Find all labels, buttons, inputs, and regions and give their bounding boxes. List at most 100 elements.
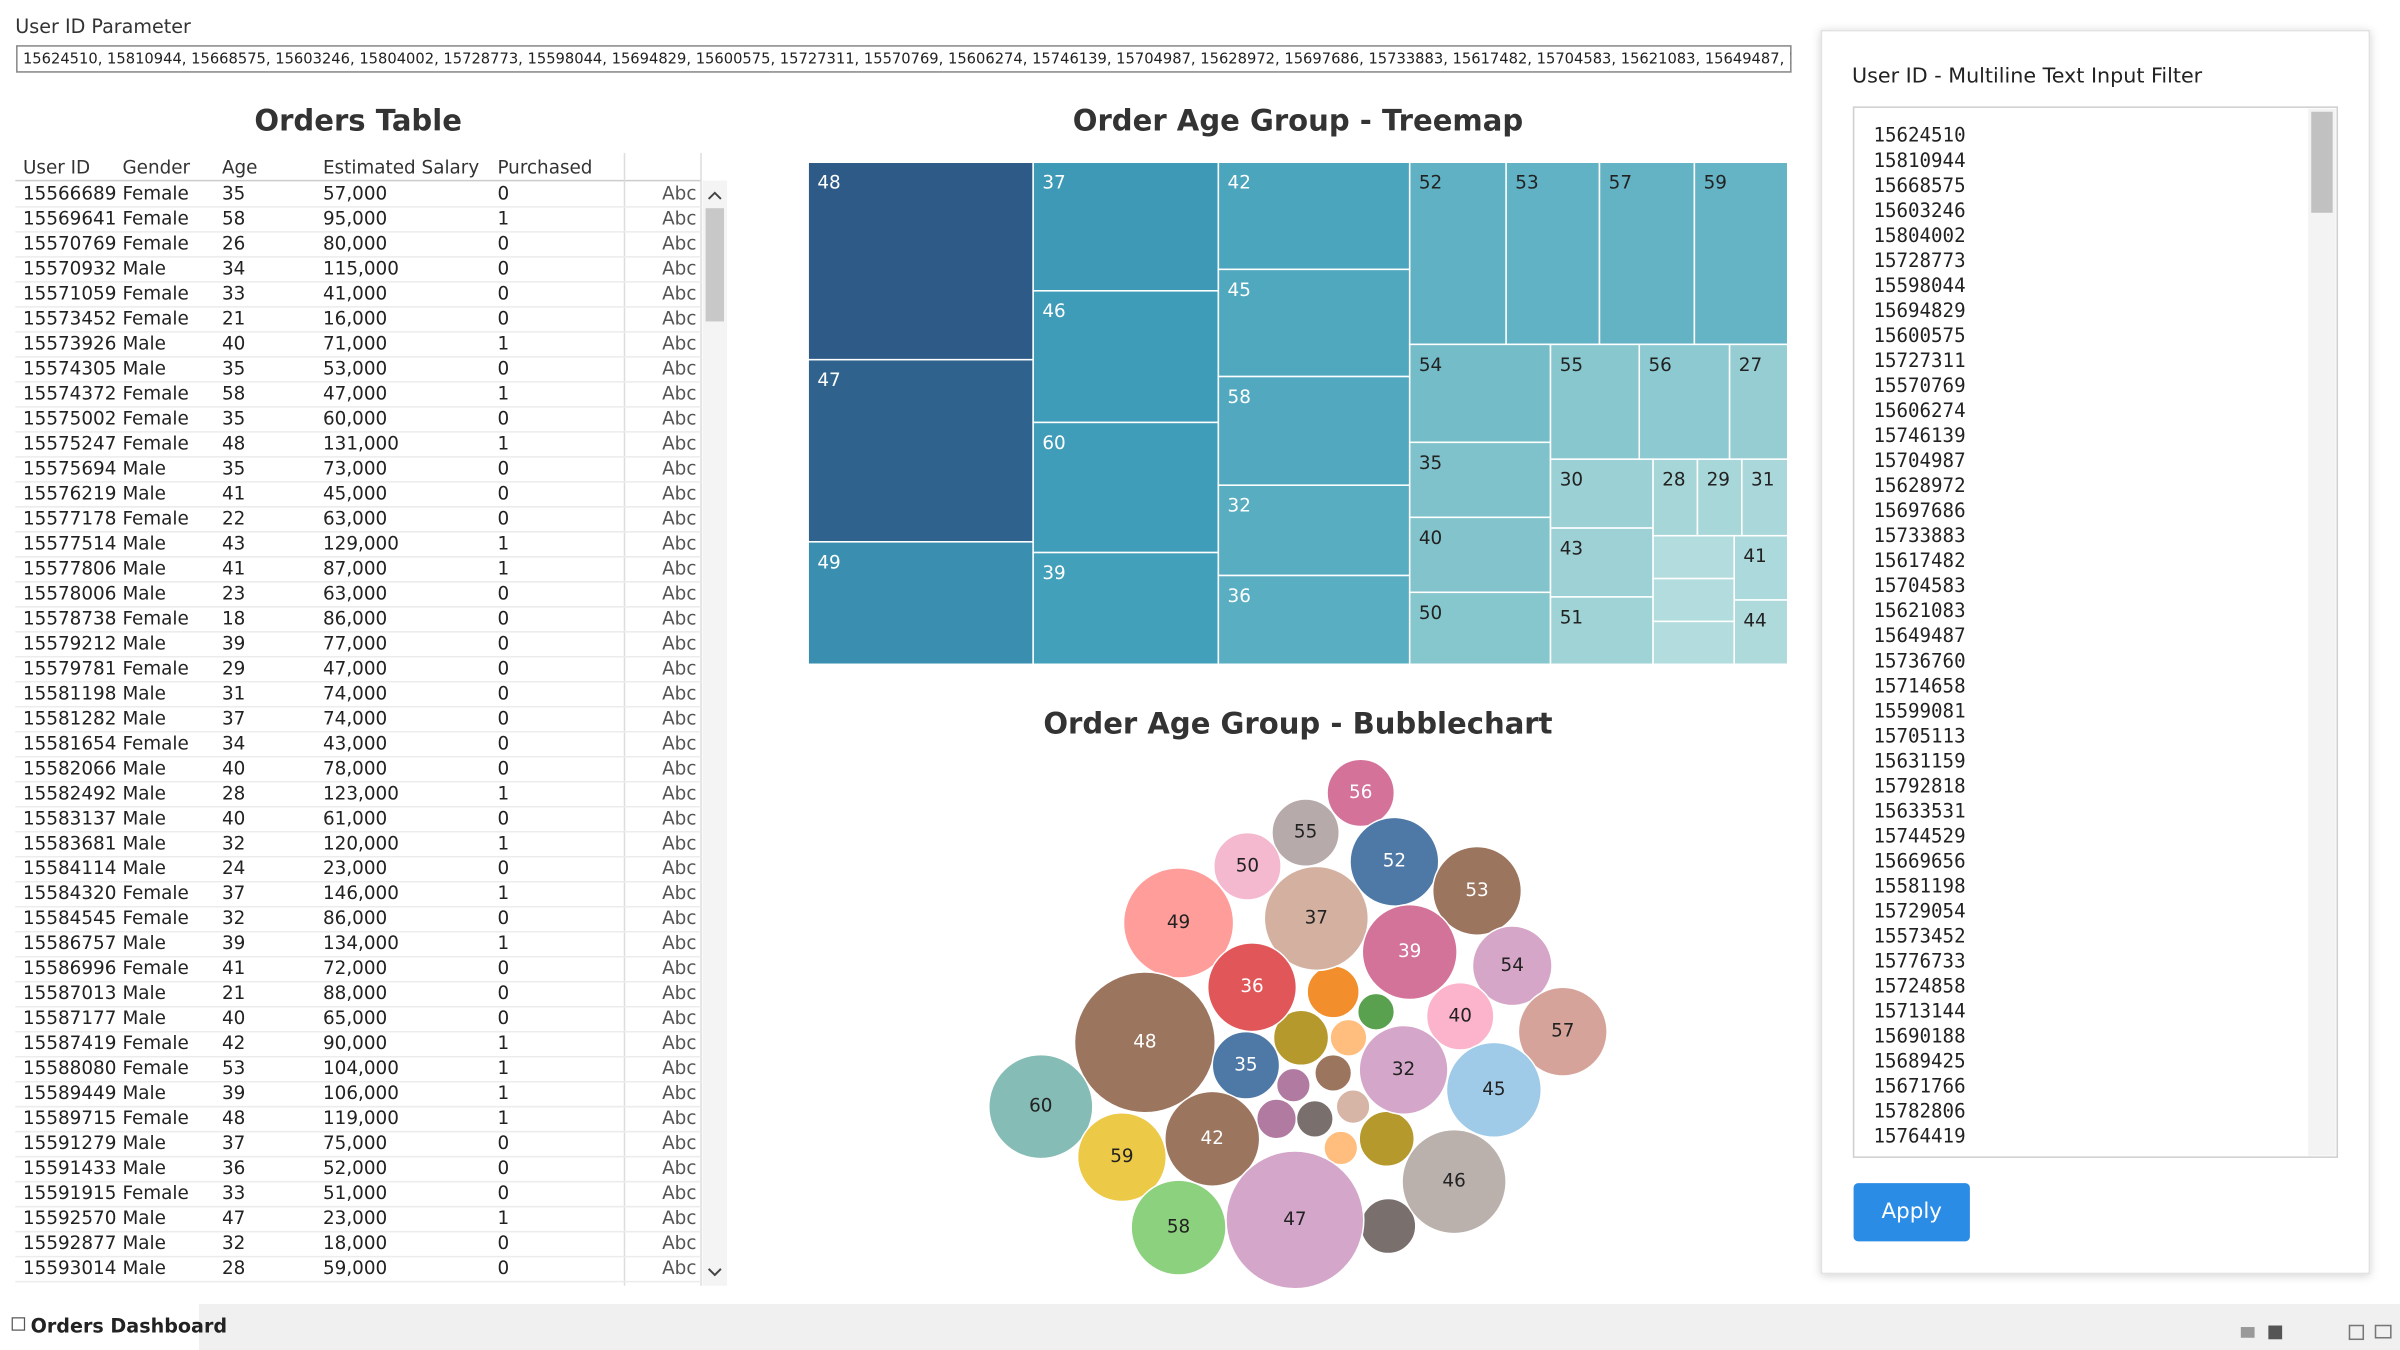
- table-scrollbar[interactable]: [702, 180, 728, 1286]
- table-cell: 15581198: [23, 683, 116, 704]
- treemap-cell[interactable]: [1696, 458, 1743, 537]
- table-cell: 45,000: [323, 483, 387, 504]
- bubble[interactable]: [1445, 1041, 1543, 1139]
- table-cell: 1: [497, 533, 509, 554]
- table-cell: 57,000: [323, 183, 387, 204]
- treemap-cell[interactable]: [1652, 577, 1735, 623]
- table-cell: 15583137: [23, 808, 116, 829]
- apply-button[interactable]: [1853, 1183, 1970, 1242]
- bubble[interactable]: [1306, 965, 1360, 1019]
- treemap-label: 28: [1662, 470, 1685, 491]
- toolbar-icon[interactable]: [2240, 1327, 2255, 1338]
- treemap-cell[interactable]: [1032, 421, 1220, 554]
- toolbar-icon[interactable]: [2374, 1324, 2392, 1339]
- bubble[interactable]: [1349, 816, 1440, 907]
- bubble[interactable]: [1401, 1128, 1507, 1235]
- bubble[interactable]: [1164, 1090, 1261, 1187]
- treemap-cell[interactable]: [807, 161, 1034, 361]
- treemap-cell[interactable]: [1549, 527, 1654, 598]
- treemap-cell[interactable]: [1638, 343, 1731, 460]
- treemap-cell[interactable]: [1408, 343, 1552, 444]
- treemap-cell[interactable]: [1032, 161, 1220, 292]
- table-cell: Abc: [662, 558, 696, 579]
- filter-line: 15736760: [1873, 649, 1965, 672]
- treemap-cell[interactable]: [1408, 161, 1507, 346]
- table-cell: 0: [497, 308, 509, 329]
- textarea-scrollbar[interactable]: [2308, 108, 2336, 1156]
- filter-textarea[interactable]: [1852, 106, 2339, 1158]
- treemap-label: 35: [1419, 453, 1442, 474]
- filter-line: 15689425: [1873, 1050, 1965, 1073]
- treemap-label: 42: [1228, 173, 1251, 194]
- bubble[interactable]: [1326, 758, 1396, 828]
- toolbar-icon[interactable]: [2348, 1324, 2365, 1341]
- scroll-up[interactable]: [707, 191, 722, 200]
- treemap-cell[interactable]: [1217, 484, 1411, 577]
- bubble[interactable]: [1213, 831, 1282, 901]
- bubble[interactable]: [1356, 992, 1396, 1031]
- bubble[interactable]: [1329, 1018, 1368, 1057]
- treemap-cell[interactable]: [1505, 161, 1601, 346]
- treemap-cell[interactable]: [1733, 534, 1789, 601]
- treemap-cell[interactable]: [1549, 458, 1654, 529]
- treemap-cell[interactable]: [1693, 161, 1789, 346]
- treemap-cell[interactable]: [1408, 441, 1552, 519]
- table-cell: Male: [122, 783, 165, 804]
- tab[interactable]: [0, 1304, 199, 1350]
- bubblechart-title: Order Age Group - Bubblechart: [1043, 707, 1552, 741]
- filter-line: 15669656: [1873, 849, 1965, 872]
- tab-label[interactable]: Orders Dashboard: [31, 1315, 227, 1338]
- bubble[interactable]: [1225, 1150, 1365, 1290]
- table-cell: 37: [222, 1133, 245, 1154]
- bubble[interactable]: [1359, 1197, 1417, 1255]
- parameter-input[interactable]: [16, 45, 1792, 73]
- bubble[interactable]: [1275, 1067, 1311, 1103]
- table-cell: Male: [122, 808, 165, 829]
- scroll-down[interactable]: [707, 1268, 722, 1277]
- bubble[interactable]: [1255, 1098, 1298, 1140]
- table-cell: 80,000: [323, 233, 387, 254]
- treemap-cell[interactable]: [1549, 596, 1654, 666]
- table-scroll-thumb[interactable]: [705, 208, 724, 322]
- treemap-cell[interactable]: [1217, 161, 1411, 271]
- treemap-cell[interactable]: [807, 358, 1034, 543]
- treemap-cell[interactable]: [1549, 343, 1641, 460]
- bubble[interactable]: [988, 1053, 1094, 1160]
- bubble[interactable]: [1431, 845, 1523, 936]
- bubble[interactable]: [1517, 986, 1608, 1077]
- bubble[interactable]: [1358, 1024, 1449, 1116]
- treemap-label: 40: [1419, 528, 1442, 549]
- bubble[interactable]: [1073, 971, 1217, 1114]
- bubble[interactable]: [1271, 798, 1341, 868]
- bubble[interactable]: [1272, 1009, 1330, 1067]
- bubble[interactable]: [1323, 1130, 1359, 1166]
- treemap-cell[interactable]: [1408, 591, 1552, 666]
- treemap-cell[interactable]: [1652, 620, 1735, 666]
- table-cell: Female: [122, 308, 188, 329]
- table-cell: 42: [222, 1033, 245, 1054]
- treemap-cell[interactable]: [1217, 574, 1411, 666]
- table-cell: Abc: [662, 758, 696, 779]
- bubble[interactable]: [1471, 925, 1553, 1007]
- treemap-cell[interactable]: [1217, 375, 1411, 486]
- bubble[interactable]: [1361, 903, 1458, 1001]
- textarea-scroll-thumb[interactable]: [2311, 111, 2333, 213]
- bubble[interactable]: [1211, 1030, 1281, 1100]
- bubble[interactable]: [1358, 1110, 1416, 1168]
- bubble[interactable]: [1295, 1099, 1334, 1139]
- treemap-cell[interactable]: [1652, 534, 1735, 580]
- toolbar-icon[interactable]: [2268, 1325, 2283, 1340]
- treemap-cell[interactable]: [1728, 343, 1789, 460]
- treemap-cell[interactable]: [1217, 268, 1411, 378]
- treemap-cell[interactable]: [807, 541, 1034, 666]
- bubble[interactable]: [1425, 981, 1495, 1051]
- treemap-cell[interactable]: [1032, 290, 1220, 424]
- treemap-cell[interactable]: [1598, 161, 1696, 346]
- bubble[interactable]: [1076, 1111, 1168, 1203]
- bubble[interactable]: [1335, 1089, 1371, 1125]
- treemap-cell[interactable]: [1408, 516, 1552, 594]
- bubble[interactable]: [1314, 1053, 1353, 1093]
- bubble[interactable]: [1263, 865, 1370, 972]
- table-cell: 88,000: [323, 983, 387, 1004]
- bubble[interactable]: [1122, 867, 1235, 979]
